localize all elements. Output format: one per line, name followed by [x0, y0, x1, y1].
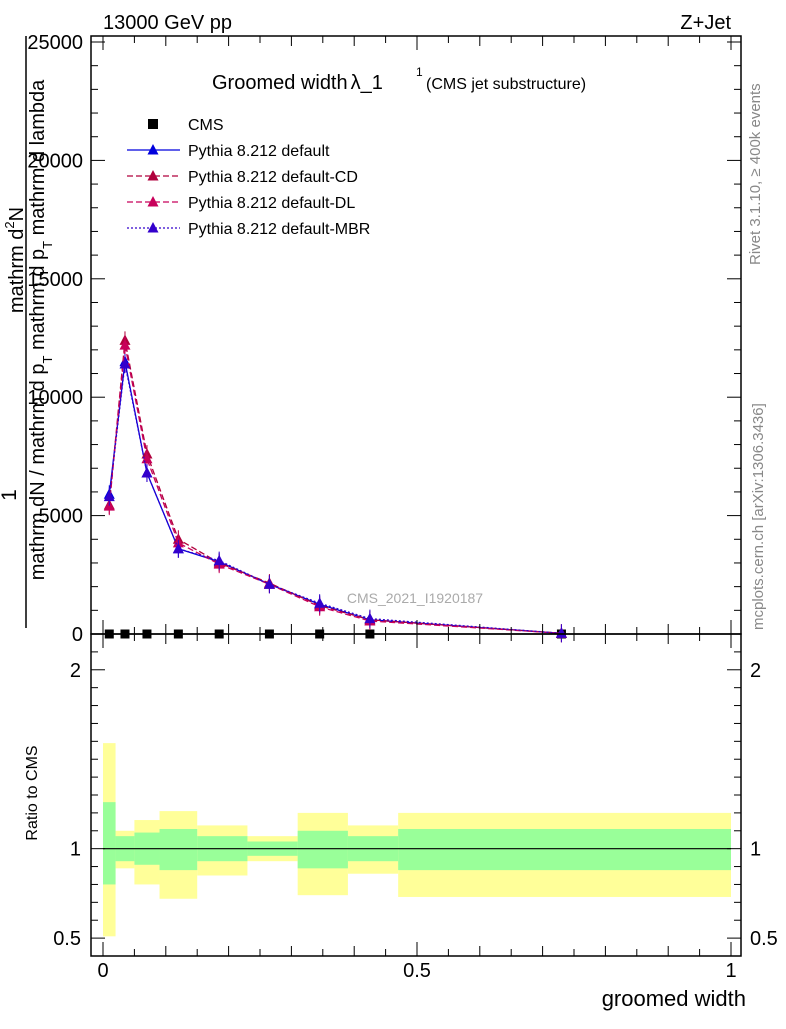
legend-label: Pythia 8.212 default: [188, 143, 330, 160]
series-point-4: [263, 578, 275, 589]
main-ytick-label: 25000: [27, 32, 83, 54]
ylabel-den-6: mathrm d lambda: [27, 79, 49, 241]
ratio-inner-band: [398, 828, 731, 871]
ratio-inner-band: [159, 828, 198, 871]
title-sup: 1: [416, 65, 423, 79]
main-ytick-label: 20000: [27, 150, 83, 172]
main-ylabel: 1 mathrm d2N mathrm dN / mathrm d pT mat…: [0, 36, 55, 628]
ylabel-den-3: T: [40, 356, 55, 364]
process-label: Z+Jet: [680, 12, 731, 34]
ratio-inner-band: [103, 802, 116, 885]
ylabel-den-4: mathrm d p: [27, 249, 49, 356]
series-point-4: [119, 358, 131, 369]
legend-marker-cms: [148, 119, 158, 129]
ratio-ylabel: Ratio to CMS: [24, 745, 41, 840]
rivet-label: Rivet 3.1.10, ≥ 400k events: [747, 83, 764, 265]
series-line-3: [108, 344, 562, 634]
legend-label: Pythia 8.212 default-CD: [188, 169, 358, 186]
title-sub: (CMS jet substructure): [426, 76, 586, 93]
series-point-4: [364, 612, 376, 624]
main-ytick-label: 15000: [27, 269, 83, 291]
main-ytick-label: 10000: [27, 387, 83, 409]
ratio-ytick-label-right: 2: [750, 660, 761, 682]
ylabel-den-5: T: [40, 241, 55, 249]
series-point-3: [119, 339, 131, 350]
ylabel-den-2: N / mathrm d p: [27, 364, 49, 496]
ylabel-num-1: 1: [0, 489, 21, 501]
legend-marker: [147, 196, 159, 207]
ratio-bands: [103, 743, 731, 937]
series-point-4: [141, 466, 153, 478]
ylabel-num-3: N: [6, 207, 28, 221]
ratio-ytick-label: 1: [70, 839, 81, 861]
ratio-xtick-label: 0.5: [403, 960, 431, 982]
ylabel-num-4: 2: [2, 221, 17, 228]
ratio-xtick-label: 1: [725, 960, 736, 982]
ratio-ytick-label-right: 1: [750, 839, 761, 861]
series-point-4: [103, 490, 115, 502]
series-point-4: [314, 597, 326, 608]
legend-marker: [147, 222, 159, 233]
legend: CMS Pythia 8.212 default Pythia 8.212 defa…: [127, 117, 370, 238]
title-symbol: λ_1: [351, 72, 383, 94]
series-point-4: [555, 627, 567, 638]
ratio-ytick-label-right: 0.5: [750, 928, 778, 950]
main-ytick-label: 5000: [39, 506, 84, 528]
ratio-inner-band: [297, 830, 348, 869]
energy-label: 13000 GeV pp: [103, 12, 232, 34]
x-axis-label: groomed width: [602, 986, 746, 1011]
main-plot-axes: 0 5000 10000 15000 20000 25000: [27, 32, 742, 646]
ratio-xtick-label: 0: [97, 960, 108, 982]
svg-text:mathrm d2N: mathrm d2N: [2, 207, 28, 313]
legend-marker: [147, 144, 159, 155]
mcplots-label: mcplots.cern.ch [arXiv:1306.3436]: [750, 403, 767, 630]
series-point-4: [172, 542, 184, 554]
ratio-plot-axes: 0.5 0.5 1 1 2 2 0 0.5 1: [53, 633, 778, 982]
legend-label: Pythia 8.212 default-DL: [188, 195, 355, 212]
ylabel-num-2: mathrm d: [6, 229, 28, 313]
ylabel-den-1: mathrm d: [27, 496, 49, 580]
ratio-ytick-label: 2: [70, 660, 81, 682]
title-main: Groomed width: [212, 72, 348, 94]
main-ytick-label: 0: [72, 624, 83, 646]
series-point-4: [213, 554, 225, 566]
plot-title: Groomed width λ_1 1 (CMS jet substructure…: [212, 65, 586, 94]
legend-marker: [147, 170, 159, 181]
svg-text:mathrm dN / mathrm d pT mathrm: mathrm dN / mathrm d pT mathrm d pT math…: [27, 79, 55, 580]
legend-label: CMS: [188, 117, 224, 134]
ratio-ytick-label: 0.5: [53, 928, 81, 950]
watermark: CMS_2021_I1920187: [347, 590, 483, 606]
legend-label: Pythia 8.212 default-MBR: [188, 221, 370, 238]
